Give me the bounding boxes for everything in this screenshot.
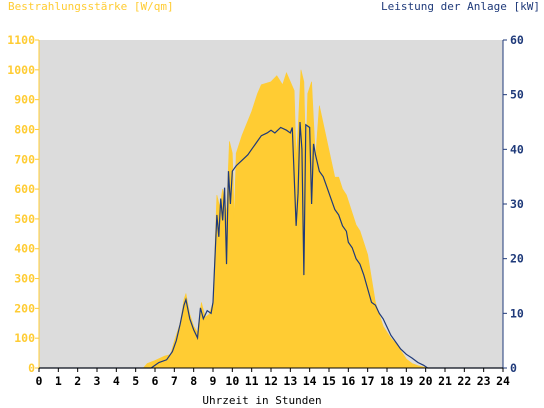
x-tick-label-12: 12: [264, 374, 278, 388]
x-tick-label-23: 23: [477, 374, 491, 388]
x-tick-label-11: 11: [245, 374, 259, 388]
x-tick-label-16: 16: [341, 374, 355, 388]
left-tick-label-600: 600: [14, 182, 35, 196]
left-tick-label-0: 0: [28, 361, 35, 375]
x-tick-label-9: 9: [210, 374, 217, 388]
x-tick-label-13: 13: [283, 374, 297, 388]
x-tick-label-18: 18: [380, 374, 394, 388]
x-tick-label-17: 17: [361, 374, 375, 388]
left-tick-label-200: 200: [14, 301, 35, 315]
series-power-line: [39, 121, 503, 369]
x-tick-label-5: 5: [132, 374, 139, 388]
x-tick-label-20: 20: [419, 374, 433, 388]
right-axis-label: Leistung der Anlage [kW]: [381, 0, 540, 13]
x-tick-label-7: 7: [171, 374, 178, 388]
left-tick-label-900: 900: [14, 93, 35, 107]
right-tick-label-0: 0: [510, 361, 517, 375]
left-axis-label: Bestrahlungsstärke [W/qm]: [8, 0, 174, 13]
x-tick-label-22: 22: [457, 374, 471, 388]
x-axis-label: Uhrzeit in Stunden: [202, 394, 322, 407]
x-tick-label-6: 6: [152, 374, 159, 388]
left-tick-label-300: 300: [14, 272, 35, 286]
left-tick-label-1000: 1000: [7, 63, 35, 77]
x-tick-label-24: 24: [496, 374, 510, 388]
x-tick-label-21: 21: [438, 374, 452, 388]
right-tick-label-40: 40: [510, 142, 524, 156]
x-tick-label-8: 8: [190, 374, 197, 388]
right-tick-label-10: 10: [510, 306, 524, 320]
left-tick-label-1100: 1100: [7, 33, 35, 47]
x-tick-label-0: 0: [36, 374, 43, 388]
right-tick-label-50: 50: [510, 88, 524, 102]
left-tick-label-700: 700: [14, 152, 35, 166]
left-tick-label-400: 400: [14, 242, 35, 256]
left-tick-label-500: 500: [14, 212, 35, 226]
x-tick-label-1: 1: [55, 374, 62, 388]
x-tick-label-19: 19: [399, 374, 413, 388]
x-tick-label-10: 10: [225, 374, 239, 388]
x-tick-label-3: 3: [94, 374, 101, 388]
left-tick-label-800: 800: [14, 122, 35, 136]
x-tick-label-4: 4: [113, 374, 120, 388]
x-tick-label-2: 2: [74, 374, 81, 388]
x-tick-label-14: 14: [303, 374, 317, 388]
x-tick-label-15: 15: [322, 374, 336, 388]
left-tick-label-100: 100: [14, 331, 35, 345]
right-tick-label-60: 60: [510, 33, 524, 47]
right-tick-label-20: 20: [510, 252, 524, 266]
right-tick-label-30: 30: [510, 197, 524, 211]
